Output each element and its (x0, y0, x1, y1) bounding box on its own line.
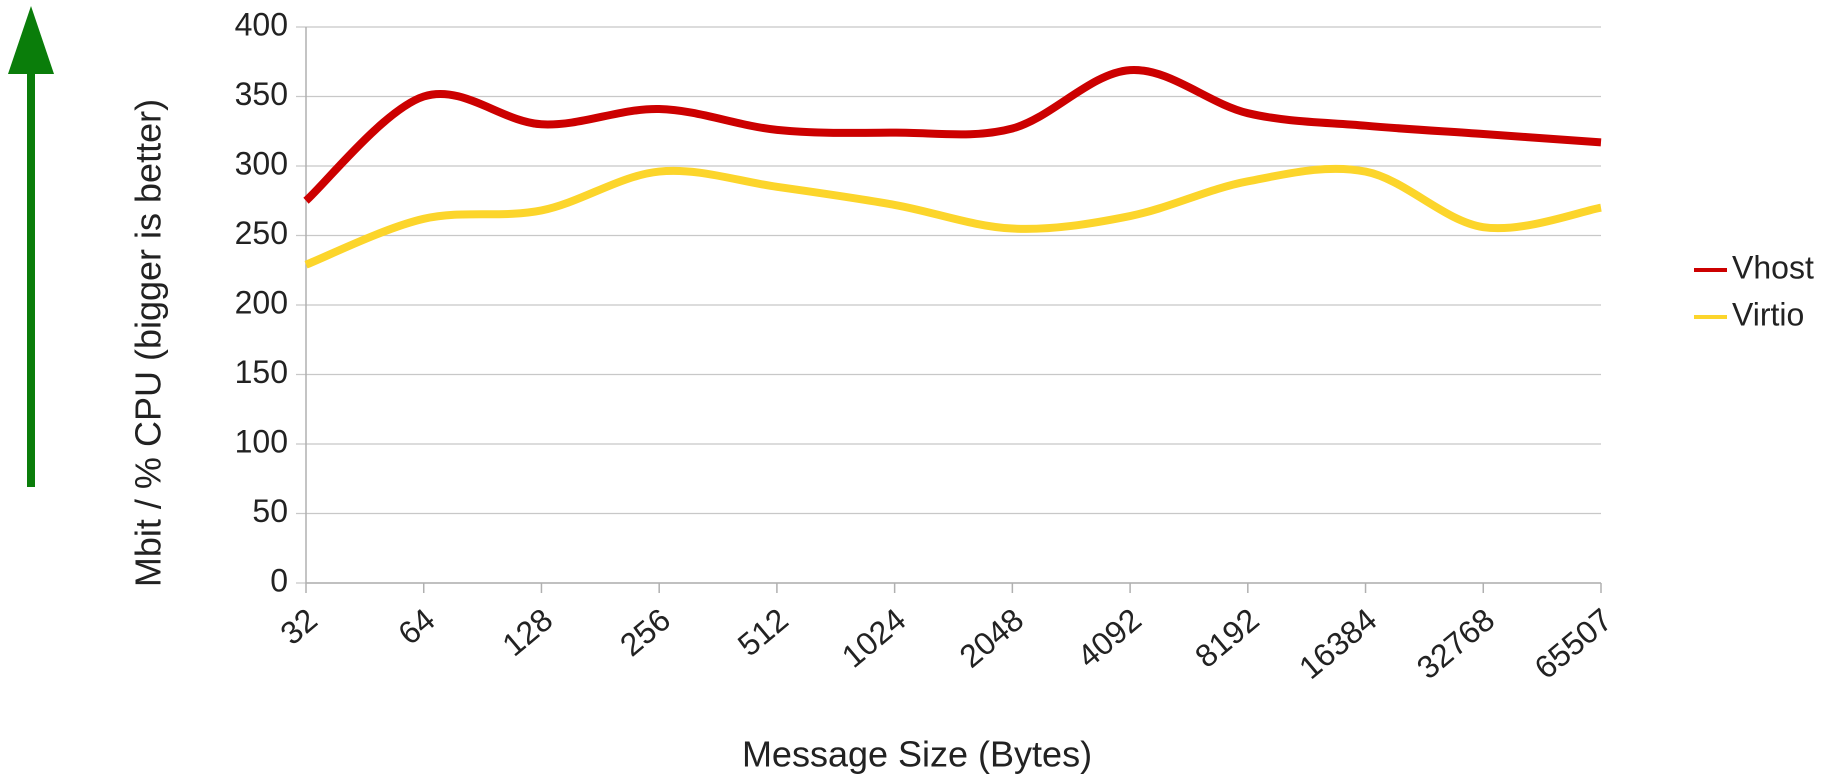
x-tick-label: 1024 (835, 601, 913, 674)
x-tick-label: 16384 (1292, 601, 1383, 686)
x-tick-label: 128 (495, 601, 559, 663)
x-tick-label: 256 (613, 601, 677, 663)
x-tick-label: 8192 (1188, 601, 1266, 674)
x-tick-label: 32768 (1410, 601, 1501, 686)
x-tick-label: 4092 (1070, 601, 1148, 674)
x-tick-label: 64 (391, 601, 441, 651)
y-tick-label: 200 (235, 284, 288, 320)
x-tick-label: 65507 (1528, 601, 1619, 686)
series-line (304, 164, 1602, 269)
x-tick-label: 512 (731, 601, 795, 663)
y-tick-label: 100 (235, 423, 288, 459)
x-tick-label: 32 (274, 601, 324, 651)
y-tick-label: 350 (235, 76, 288, 112)
arrow-head (8, 6, 54, 74)
y-tick-label: 50 (252, 493, 288, 529)
x-tick-label: 2048 (953, 601, 1031, 674)
y-tick-label: 250 (235, 215, 288, 251)
y-tick-label: 150 (235, 354, 288, 390)
series-line (303, 66, 1602, 204)
legend-label: Vhost (1732, 249, 1814, 285)
y-tick-label: 0 (270, 562, 288, 598)
legend-label: Virtio (1732, 296, 1804, 332)
x-axis-title: Message Size (Bytes) (742, 734, 1092, 775)
y-tick-label: 400 (235, 6, 288, 42)
y-axis-title: Mbit / % CPU (bigger is better) (128, 99, 169, 587)
y-tick-label: 300 (235, 145, 288, 181)
